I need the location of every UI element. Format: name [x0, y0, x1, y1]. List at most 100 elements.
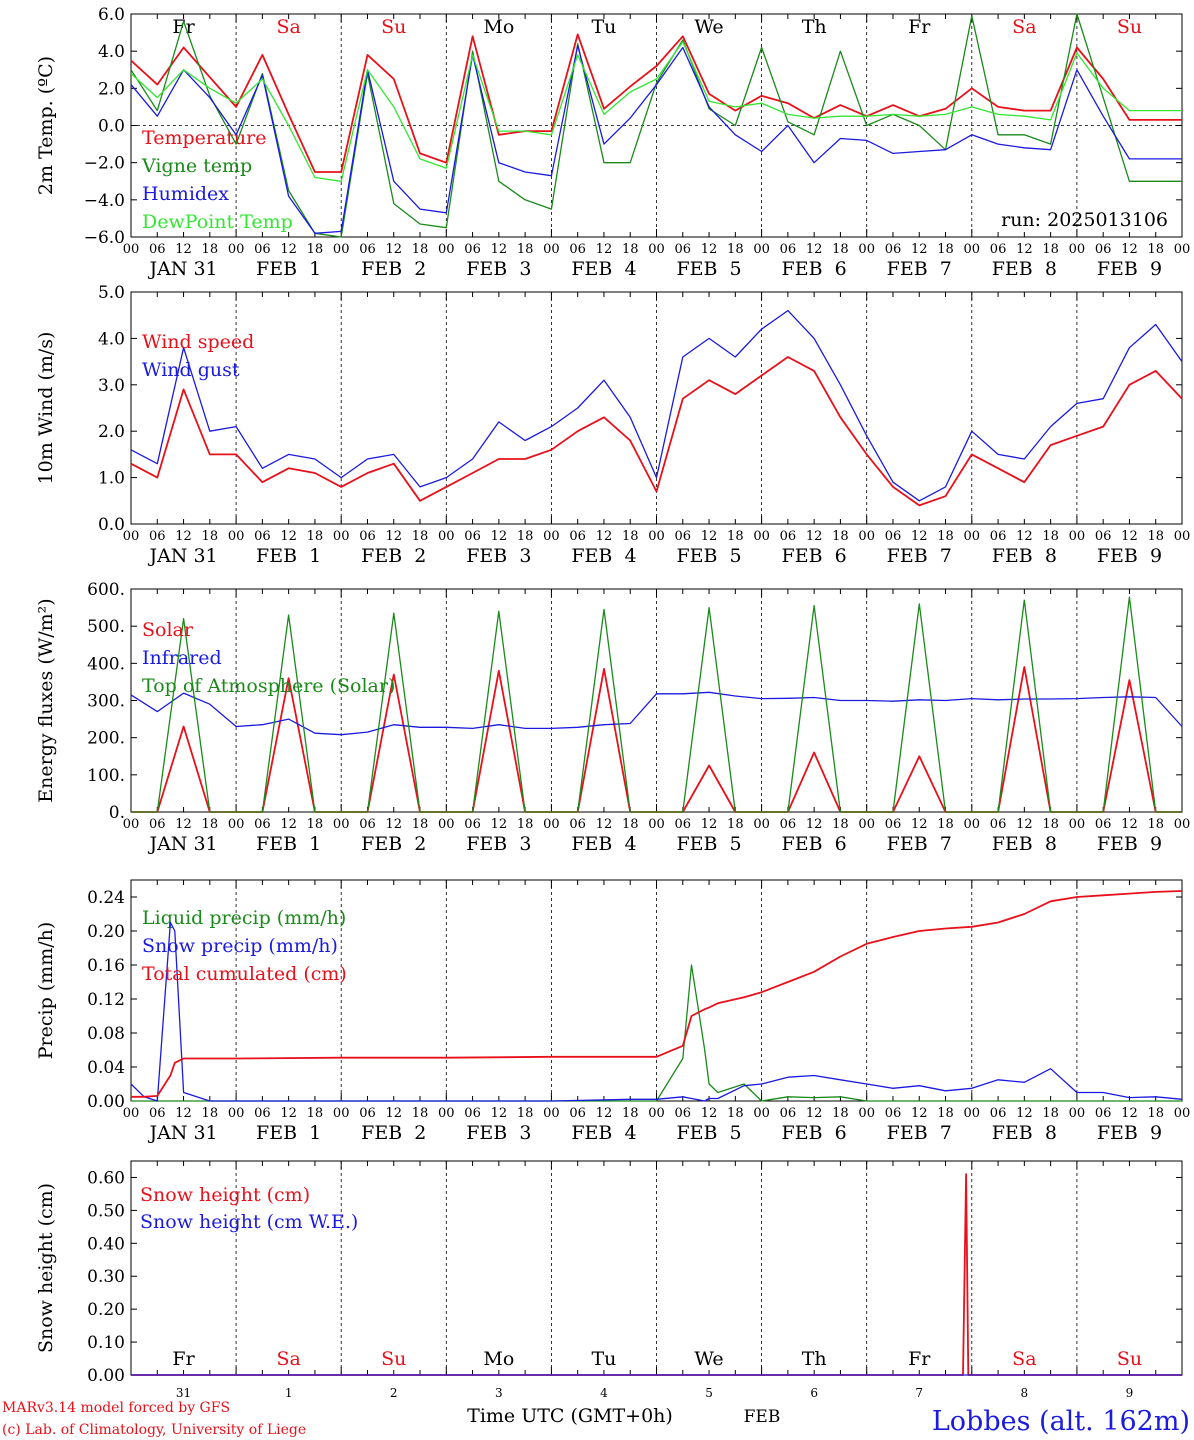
x-hour-label: 12 [911, 242, 928, 257]
y-tick-label: −4.0 [84, 191, 125, 211]
legend-entry: Infrared [142, 647, 222, 669]
weekday-label: Su [381, 16, 406, 38]
x-day-label: FEB 1 [256, 258, 321, 280]
x-hour-label: 00 [543, 817, 560, 832]
x-day-label: FEB 2 [361, 545, 426, 567]
legend-entry: Snow height (cm) [140, 1184, 310, 1206]
weekday-label: Mo [483, 1348, 514, 1370]
x-hour-label: 00 [1174, 529, 1191, 544]
y-tick-label: 0.30 [87, 1267, 125, 1287]
x-hour-label: 12 [385, 242, 402, 257]
series-line-green [130, 13, 1182, 238]
x-hour-label: 06 [254, 242, 271, 257]
weekday-label: Tu [591, 1348, 616, 1370]
x-hour-label: 06 [359, 242, 376, 257]
x-hour-label: 00 [438, 1106, 455, 1121]
panel-precip: 0.24 0.20 0.16 0.12 0.08 0.04 0.00 Precip (mm/h… [35, 879, 1190, 1144]
x-hour-label: 06 [569, 817, 586, 832]
x-day-label: FEB 1 [256, 545, 321, 567]
x-hour-label: 12 [1016, 529, 1033, 544]
x-hour-label: 00 [858, 242, 875, 257]
month-label: FEB [744, 1407, 781, 1427]
x-hour-label: 12 [806, 242, 823, 257]
x-hour-label: 06 [780, 529, 797, 544]
x-day-label: FEB 9 [1097, 258, 1162, 280]
x-hour-label: 12 [280, 817, 297, 832]
x-hour-label: 18 [832, 529, 849, 544]
x-hour-label: 06 [1095, 242, 1112, 257]
series-line-blue [130, 309, 1183, 502]
time-axis-title: Time UTC (GMT+0h) [467, 1405, 673, 1427]
x-hour-label: 18 [727, 529, 744, 544]
x-hour-label: 12 [911, 529, 928, 544]
y-tick-label: 100. [87, 766, 125, 786]
x-day-label: FEB 8 [992, 545, 1057, 567]
x-hour-label: 12 [1016, 817, 1033, 832]
x-hour-label: 06 [885, 817, 902, 832]
x-day-label: JAN 31 [147, 258, 217, 280]
weekday-label: Mo [483, 16, 514, 38]
x-hour-label: 12 [911, 1106, 928, 1121]
x-hour-label: 06 [885, 1106, 902, 1121]
x-hour-label: 00 [964, 242, 981, 257]
y-axis-label: Snow height (cm) [35, 1183, 57, 1353]
x-day-label: FEB 3 [466, 1122, 531, 1144]
series-line-red [131, 890, 1183, 1098]
y-tick-label: 0.20 [87, 1300, 125, 1320]
x-day-label: FEB 3 [466, 545, 531, 567]
x-hour-label: 18 [517, 242, 534, 257]
x-hour-label: 12 [385, 529, 402, 544]
legend-entry: Wind gust [142, 359, 240, 381]
series-line-green [131, 596, 1182, 813]
x-hour-label: 18 [202, 817, 219, 832]
x-day-number: 6 [810, 1386, 818, 1400]
x-day-label: FEB 4 [571, 545, 636, 567]
x-hour-label: 06 [990, 529, 1007, 544]
x-hour-label: 12 [491, 242, 508, 257]
x-hour-label: 12 [806, 529, 823, 544]
x-hour-label: 06 [885, 242, 902, 257]
x-hour-label: 18 [307, 242, 324, 257]
weekday-label: Su [1117, 1348, 1142, 1370]
x-hour-label: 18 [832, 1106, 849, 1121]
x-hour-label: 00 [228, 817, 245, 832]
x-hour-label: 00 [964, 817, 981, 832]
x-hour-label: 18 [1042, 1106, 1059, 1121]
x-hour-label: 06 [254, 529, 271, 544]
series-line-blue [130, 921, 1183, 1102]
x-hour-label: 00 [964, 1106, 981, 1121]
x-hour-label: 18 [1042, 529, 1059, 544]
x-hour-label: 18 [832, 242, 849, 257]
x-hour-label: 00 [543, 242, 560, 257]
weekday-label: We [694, 1348, 723, 1370]
legend-entry: DewPoint Temp [142, 211, 293, 233]
weekday-label: Sa [276, 1348, 300, 1370]
x-day-label: FEB 5 [676, 545, 741, 567]
x-hour-label: 12 [385, 817, 402, 832]
x-hour-label: 00 [964, 529, 981, 544]
x-hour-label: 18 [622, 817, 639, 832]
x-day-label: FEB 2 [361, 1122, 426, 1144]
x-hour-label: 12 [596, 529, 613, 544]
x-hour-label: 12 [1016, 1106, 1033, 1121]
x-hour-label: 18 [307, 817, 324, 832]
x-hour-label: 18 [1147, 529, 1164, 544]
x-day-label: FEB 4 [571, 258, 636, 280]
credit-line-1: MARv3.14 model forced by GFS [2, 1400, 230, 1416]
x-hour-label: 18 [412, 242, 429, 257]
x-hour-label: 12 [596, 1106, 613, 1121]
x-hour-label: 00 [228, 242, 245, 257]
x-hour-label: 00 [1069, 1106, 1086, 1121]
x-hour-label: 12 [806, 817, 823, 832]
x-hour-label: 00 [543, 1106, 560, 1121]
x-hour-label: 06 [149, 529, 166, 544]
x-day-label: JAN 31 [147, 833, 217, 855]
y-tick-label: 0.12 [87, 990, 125, 1010]
x-hour-label: 00 [648, 1106, 665, 1121]
x-hour-label: 00 [333, 529, 350, 544]
y-tick-label: 2.0 [98, 79, 125, 99]
x-hour-label: 18 [412, 529, 429, 544]
panel-energy: 600. 500. 400. 300. 200. 100. 0. Energy fluxes … [35, 580, 1190, 855]
x-hour-label: 00 [753, 817, 770, 832]
y-tick-label: 0.10 [87, 1333, 125, 1353]
